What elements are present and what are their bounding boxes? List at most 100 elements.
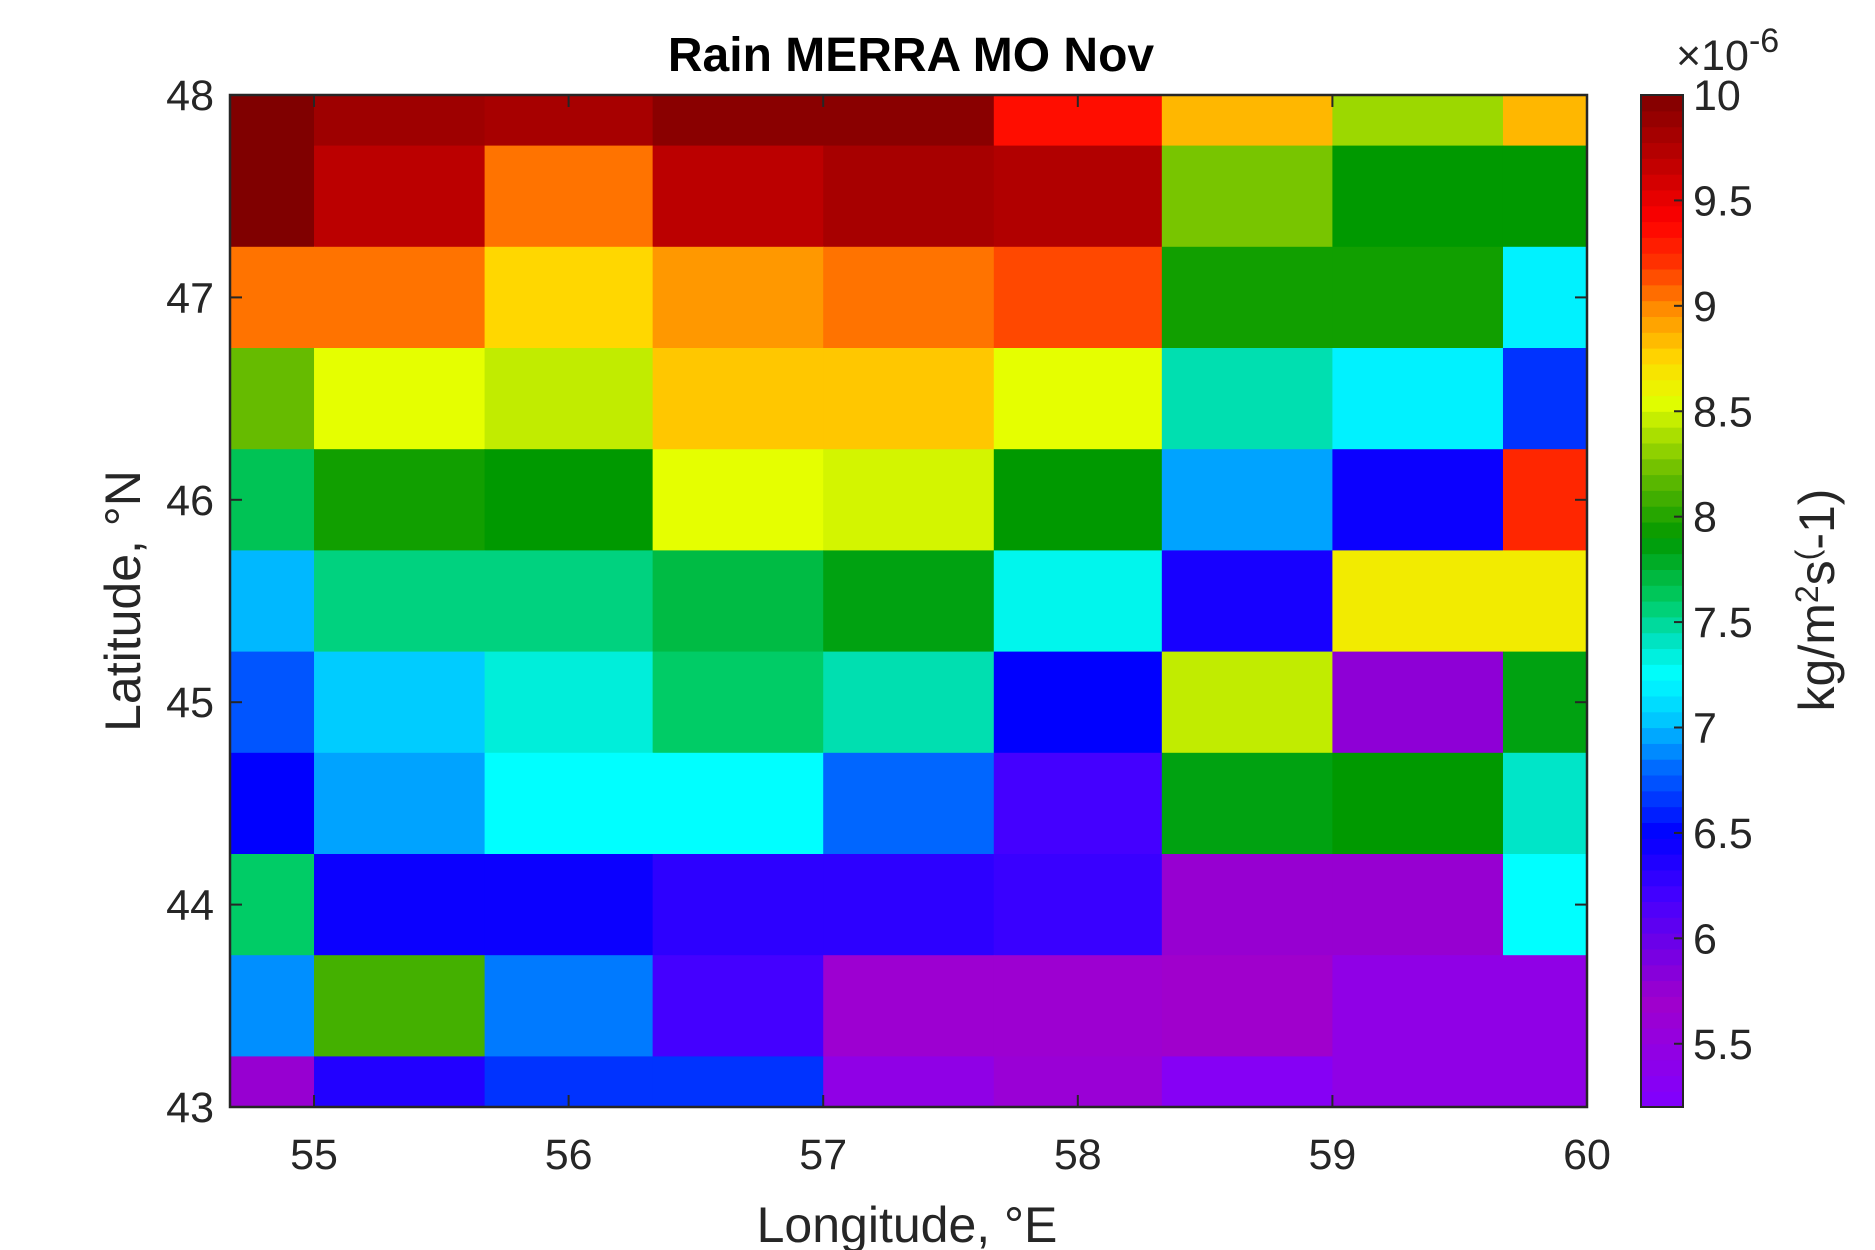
heatmap-cell xyxy=(314,95,486,147)
y-axis: 43 44 45 46 47 48 xyxy=(166,72,1587,1132)
x-tick-label: 55 xyxy=(290,1131,338,1179)
x-axis-label: Longitude, °E xyxy=(757,1197,1058,1250)
heatmap-cell xyxy=(823,955,995,1057)
colorbar-tick-label: 5.5 xyxy=(1693,1021,1753,1069)
heatmap-cell xyxy=(1502,550,1588,653)
heatmap-cell xyxy=(314,348,486,450)
colorbar-segment xyxy=(1641,854,1683,871)
heatmap-cell xyxy=(652,246,824,349)
heatmap-cell xyxy=(823,449,995,551)
heatmap-cell xyxy=(314,550,486,653)
colorbar-segment xyxy=(1641,885,1683,903)
colorbar-segment xyxy=(1641,189,1683,207)
y-axis-label: Latitude, °N xyxy=(95,470,151,732)
heatmap-cell xyxy=(652,348,824,450)
colorbar-segment xyxy=(1641,348,1683,365)
heatmap-cell xyxy=(1502,348,1588,450)
y-tick-label: 46 xyxy=(166,477,214,525)
colorbar-segment xyxy=(1641,695,1683,713)
heatmap-cell xyxy=(230,246,315,349)
heatmap-cell xyxy=(314,449,486,551)
heatmap-cell xyxy=(484,145,654,248)
colorbar-segment xyxy=(1641,838,1683,855)
colorbar-segment xyxy=(1641,537,1683,555)
x-tick-label: 57 xyxy=(799,1131,847,1179)
heatmap-cell xyxy=(1161,1056,1334,1108)
colorbar-segment xyxy=(1641,1027,1683,1045)
colorbar-tick-label: 7 xyxy=(1693,705,1717,753)
heatmap-cell xyxy=(1161,854,1334,956)
colorbar-segment xyxy=(1641,917,1683,934)
x-tick-label: 56 xyxy=(545,1131,593,1179)
colorbar-segment xyxy=(1641,601,1683,618)
colorbar-segment xyxy=(1641,727,1683,744)
colorbar-segment xyxy=(1641,1091,1683,1108)
heatmap-cell xyxy=(314,246,486,349)
heatmap-cell xyxy=(993,449,1163,551)
colorbar-segment xyxy=(1641,680,1683,697)
colorbar-segment xyxy=(1641,964,1683,982)
colorbar-segment xyxy=(1641,411,1683,428)
heatmap-cell xyxy=(993,145,1163,248)
heatmap-cell xyxy=(484,246,654,349)
heatmap-cell xyxy=(314,955,486,1057)
x-tick-label: 60 xyxy=(1563,1131,1611,1179)
x-tick-label: 58 xyxy=(1054,1131,1102,1179)
heatmap-cell xyxy=(314,752,486,855)
heatmap-cell xyxy=(484,550,654,653)
heatmap-cell xyxy=(230,95,315,147)
heatmap-cell xyxy=(823,550,995,653)
y-tick-label: 43 xyxy=(166,1084,214,1132)
heatmap-cell xyxy=(484,752,654,855)
heatmap-cell xyxy=(314,145,486,248)
x-tick-label: 59 xyxy=(1308,1131,1356,1179)
colorbar-segment xyxy=(1641,379,1683,397)
plot-frame xyxy=(228,93,1589,1109)
heatmap-cell xyxy=(1161,449,1334,551)
colorbar-segment xyxy=(1641,648,1683,665)
heatmap-cell xyxy=(314,1056,486,1108)
colorbar-segment xyxy=(1641,490,1683,507)
y-tick-label: 48 xyxy=(166,72,214,120)
heatmap-cell xyxy=(484,449,654,551)
heatmap-cell xyxy=(230,145,315,248)
heatmap-cell xyxy=(823,348,995,450)
colorbar-segment xyxy=(1641,363,1683,381)
colorbar-tick-label: 9.5 xyxy=(1693,177,1753,225)
heatmap-cell xyxy=(993,752,1163,855)
colorbar-segment xyxy=(1641,869,1683,887)
colorbar-segment xyxy=(1641,806,1683,823)
colorbar-segment xyxy=(1641,142,1683,159)
heatmap-cell xyxy=(652,1056,824,1108)
colorbar-segment xyxy=(1641,585,1683,602)
colorbar-tick-label: 6 xyxy=(1693,915,1717,963)
colorbar-segment xyxy=(1641,332,1683,349)
colorbar-segment xyxy=(1641,996,1683,1013)
colorbar-segment xyxy=(1641,174,1683,191)
y-tick-label: 45 xyxy=(166,679,214,727)
heatmap-cell xyxy=(1502,752,1588,855)
heatmap-cell xyxy=(1502,854,1588,956)
colorbar-segment xyxy=(1641,569,1683,586)
heatmap-cell xyxy=(1332,550,1504,653)
colorbar-segment xyxy=(1641,632,1683,650)
colorbar-segment xyxy=(1641,95,1683,112)
heatmap-cell xyxy=(1502,449,1588,551)
colorbar-segment xyxy=(1641,743,1683,760)
colorbar-frame xyxy=(1640,94,1684,1108)
colorbar-segment xyxy=(1641,237,1683,254)
heatmap-cell xyxy=(230,1056,315,1108)
heatmap-cell xyxy=(484,955,654,1057)
heatmap-cell xyxy=(1161,95,1334,147)
colorbar-segment xyxy=(1641,221,1683,238)
heatmap-cell xyxy=(1332,449,1504,551)
heatmap-cell xyxy=(652,95,824,147)
colorbar-segment xyxy=(1641,126,1683,144)
colorbar-segment xyxy=(1641,901,1683,918)
heatmap-cell xyxy=(652,550,824,653)
colorbar-segment xyxy=(1641,427,1683,444)
colorbar-segment xyxy=(1641,1075,1683,1092)
heatmap-cell xyxy=(230,348,315,450)
colorbar-tick-label: 8.5 xyxy=(1693,388,1753,436)
colorbar-segment xyxy=(1641,268,1683,286)
